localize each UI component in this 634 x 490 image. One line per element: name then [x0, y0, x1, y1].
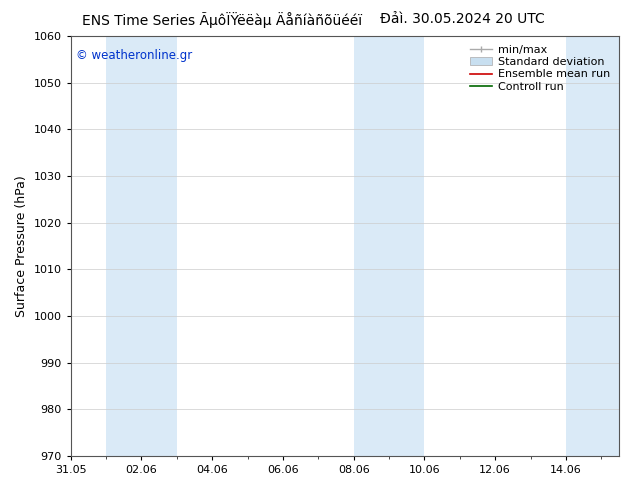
- Legend: min/max, Standard deviation, Ensemble mean run, Controll run: min/max, Standard deviation, Ensemble me…: [467, 42, 614, 95]
- Bar: [566, 36, 619, 456]
- Bar: [106, 36, 177, 456]
- Bar: [354, 36, 424, 456]
- Text: ENS Time Series ÃµôÏŸëëàµ Äåñíàñõüééï: ENS Time Series ÃµôÏŸëëàµ Äåñíàñõüééï: [82, 12, 362, 28]
- Y-axis label: Surface Pressure (hPa): Surface Pressure (hPa): [15, 175, 28, 317]
- Text: © weatheronline.gr: © weatheronline.gr: [76, 49, 193, 62]
- Text: Đảì. 30.05.2024 20 UTC: Đảì. 30.05.2024 20 UTC: [380, 12, 545, 26]
